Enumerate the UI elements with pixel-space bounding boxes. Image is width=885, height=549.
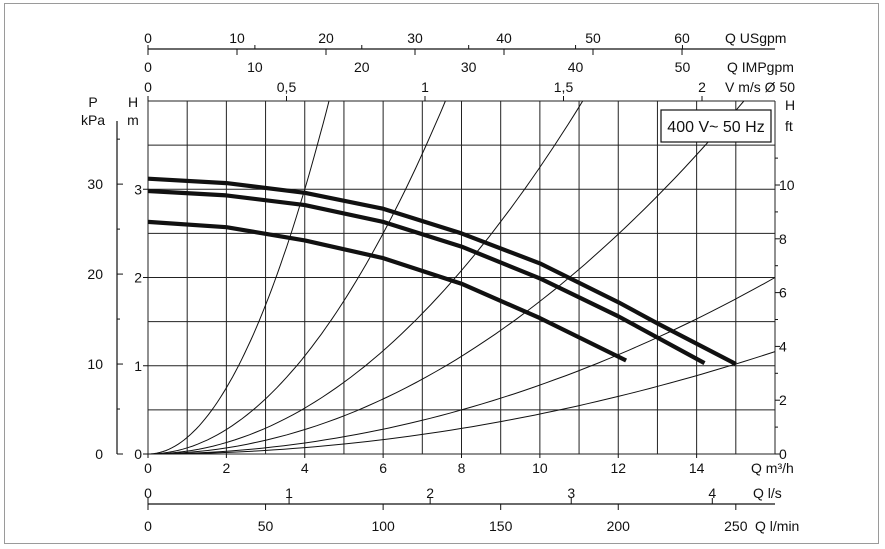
pump-curve-2 <box>147 188 706 365</box>
axis-impgpm-label: 10 <box>247 59 263 75</box>
y-tick-label: 3 <box>134 181 142 197</box>
annotation-box <box>660 109 772 143</box>
axis-ft-label: 6 <box>779 285 787 301</box>
axis-ft-unit: ft <box>785 118 793 134</box>
axis-impgpm-label: 30 <box>461 59 477 75</box>
axis-l-min-label: 150 <box>489 518 513 534</box>
axis-usgpm-label: 30 <box>407 30 423 46</box>
axis-velocity-label: 0,5 <box>277 79 297 95</box>
x-tick-label: 8 <box>458 460 466 476</box>
axis-impgpm-title: Q IMPgpm <box>727 59 794 75</box>
axis-l-min-label: 250 <box>724 518 748 534</box>
axis-kpa-label: 10 <box>87 356 103 372</box>
system-curve <box>147 100 446 455</box>
axis-l-min-label: 50 <box>258 518 274 534</box>
axis-usgpm-title: Q USgpm <box>725 30 786 46</box>
axis-velocity-title: V m/s Ø 50 <box>725 79 795 95</box>
y-axis-label-h: H <box>128 94 138 110</box>
axis-kpa-label: 0 <box>95 446 103 462</box>
axis-impgpm-label: 20 <box>354 59 370 75</box>
axis-impgpm-label: 50 <box>675 59 691 75</box>
system-curve <box>147 100 584 455</box>
x-tick-label: 4 <box>301 460 309 476</box>
x-tick-label: 0 <box>144 460 152 476</box>
axis-velocity-label: 1 <box>421 79 429 95</box>
axis-ft-label: 0 <box>779 446 787 462</box>
axis-l-min-label: 200 <box>607 518 631 534</box>
axis-velocity-label: 0 <box>144 79 152 95</box>
axis-impgpm-label: 0 <box>144 59 152 75</box>
axis-impgpm-label: 40 <box>568 59 584 75</box>
axis-usgpm-label: 10 <box>229 30 245 46</box>
axis-l-s-label: 2 <box>426 485 434 501</box>
axis-ft-label: 4 <box>779 338 787 354</box>
annotation-text: 400 V~ 50 Hz <box>667 119 764 136</box>
axis-usgpm-label: 60 <box>674 30 690 46</box>
system-curve <box>147 100 745 455</box>
axis-l-s-label: 0 <box>144 485 152 501</box>
axis-l-s-label: 3 <box>567 485 575 501</box>
x-tick-label: 6 <box>379 460 387 476</box>
system-curve <box>147 100 330 455</box>
x-axis-label: Q m³/h <box>751 460 794 476</box>
axis-usgpm-label: 20 <box>318 30 334 46</box>
axis-kpa-unit: kPa <box>81 112 105 128</box>
axis-l-min-label: 0 <box>144 518 152 534</box>
y-axis-unit-m: m <box>127 112 139 128</box>
x-tick-label: 12 <box>610 460 626 476</box>
chart-frame <box>4 3 879 544</box>
axis-usgpm-label: 50 <box>585 30 601 46</box>
pump-curve-3 <box>147 219 628 363</box>
axis-l-min-title: Q l/min <box>755 518 799 534</box>
axis-l-s-label: 1 <box>285 485 293 501</box>
pump-curve-1 <box>147 176 737 366</box>
axis-usgpm-label: 40 <box>496 30 512 46</box>
axis-ft-title: H <box>785 97 795 113</box>
axis-kpa-title: P <box>88 94 97 110</box>
system-curve <box>148 351 776 455</box>
x-tick-label: 14 <box>689 460 705 476</box>
axis-l-s-label: 4 <box>708 485 716 501</box>
axis-velocity-label: 2 <box>698 79 706 95</box>
y-tick-label: 1 <box>134 358 142 374</box>
x-tick-label: 2 <box>222 460 230 476</box>
x-tick-label: 10 <box>532 460 548 476</box>
axis-ft-label: 2 <box>779 392 787 408</box>
axis-l-min-label: 100 <box>371 518 395 534</box>
axis-velocity-label: 1,5 <box>554 79 574 95</box>
axis-usgpm-label: 0 <box>144 30 152 46</box>
y-tick-label: 2 <box>134 270 142 286</box>
axis-kpa-label: 30 <box>87 176 103 192</box>
axis-ft-label: 10 <box>779 177 795 193</box>
axis-l-s-title: Q l/s <box>753 485 782 501</box>
axis-ft-label: 8 <box>779 231 787 247</box>
y-tick-label: 0 <box>134 446 142 462</box>
axis-kpa-label: 20 <box>87 266 103 282</box>
